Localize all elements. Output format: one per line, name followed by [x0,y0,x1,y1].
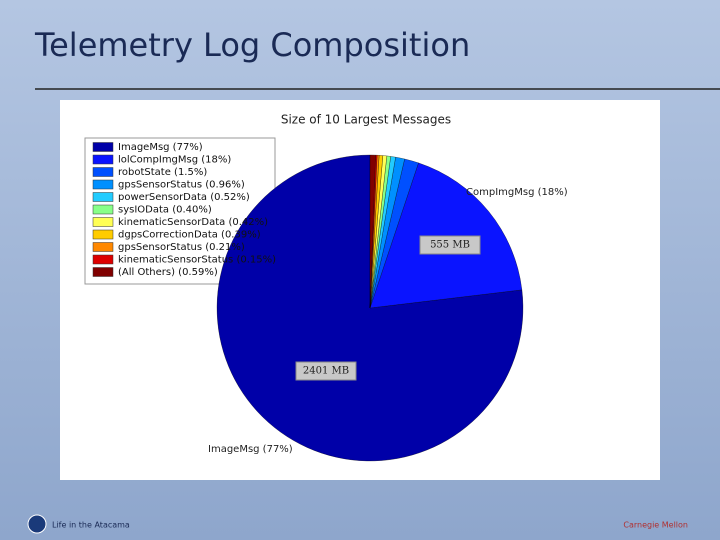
footer-right: Carnegie Mellon [623,521,688,530]
legend-label: gpsSensorStatus (0.96%) [118,180,245,191]
slide-title: Telemetry Log Composition [34,26,470,64]
legend-label: dgpsCorrectionData (0.39%) [118,230,261,241]
legend-swatch [92,217,114,227]
legend-swatch [92,154,114,165]
legend-swatch [92,204,114,215]
annotation: ImageMsg (77%) [208,444,293,455]
chart-title: Size of 10 Largest Messages [281,113,451,127]
legend-swatch [92,192,114,202]
legend-label: ImageMsg (77%) [118,142,203,153]
legend-swatch [92,229,114,240]
legend-label: sysIOData (0.40%) [118,205,212,216]
annotation-box [295,361,357,381]
legend-label: (All Others) (0.59%) [118,267,218,278]
annotation: 2401 MB [303,366,349,377]
legend-label: powerSensorData (0.52%) [118,192,250,203]
legend-label: kinematicSensorStatus (0.15%) [118,255,276,266]
legend-swatch [92,254,114,265]
annotation: CompImgMsg (18%) [466,187,568,198]
legend-swatch [92,267,114,277]
pie-slice [369,154,376,309]
legend-label: gpsSensorStatus (0.21%) [118,242,245,253]
legend-swatch [92,242,114,252]
annotation: 555 MB [430,240,470,251]
legend-label: lolCompImgMsg (18%) [118,155,231,166]
legend-label: robotState (1.5%) [118,167,207,178]
legend-swatch [92,179,114,190]
footer-left: Life in the Atacama [52,521,130,530]
pie-slice [369,162,523,309]
legend-swatch [92,167,114,177]
legend-label: kinematicSensorData (0.42%) [118,217,268,228]
logo [27,514,47,534]
pie-slice [216,154,524,462]
legend-swatch [92,142,114,152]
annotation-box [419,235,481,255]
